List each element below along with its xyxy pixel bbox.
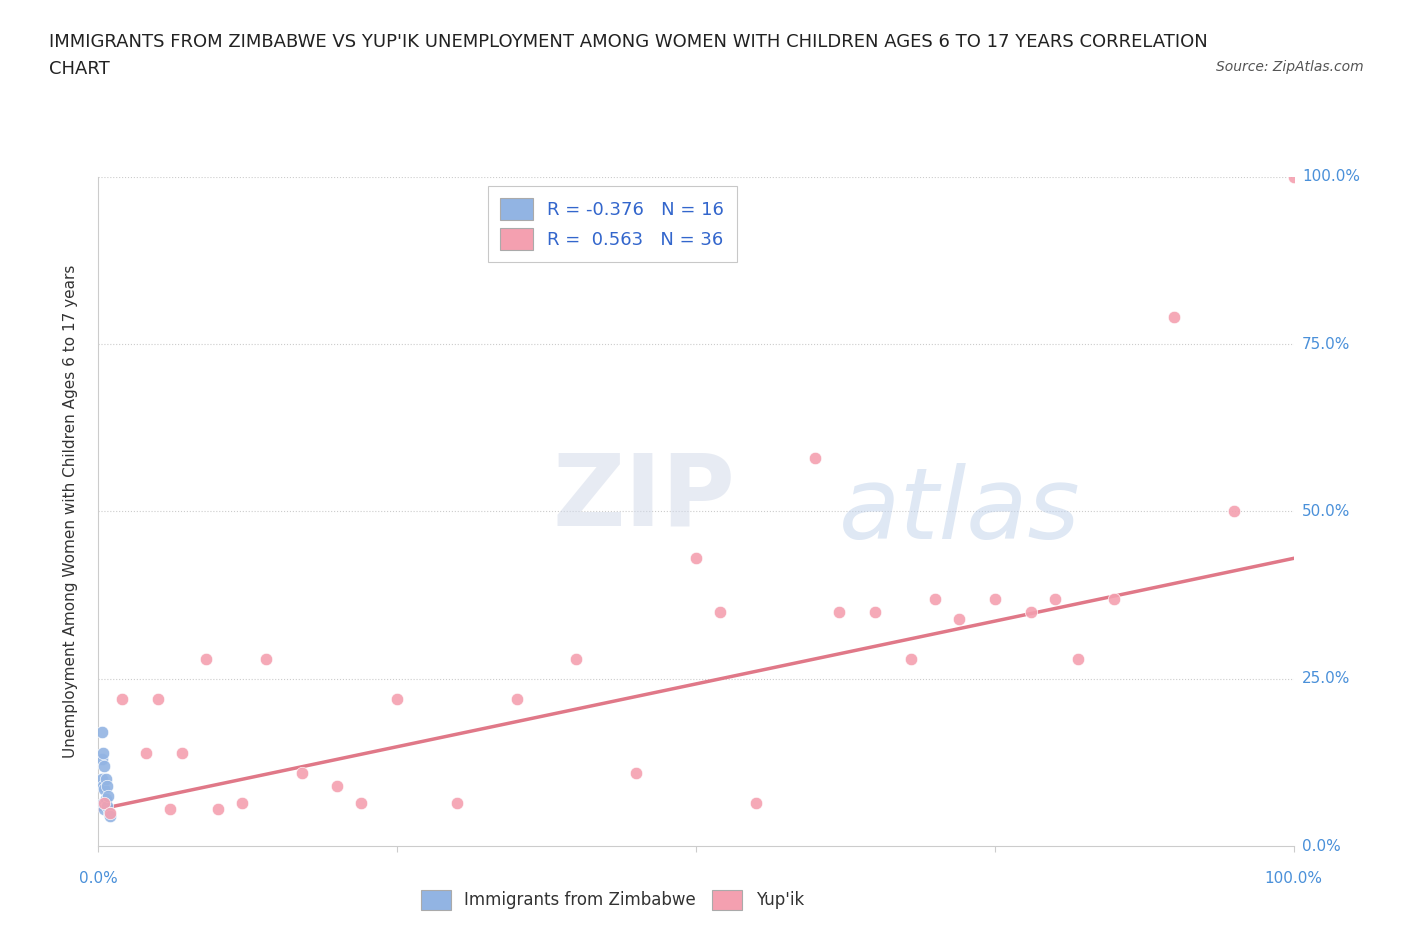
- Point: [93, 759, 115, 774]
- Point: [326, 778, 349, 793]
- Point: [91, 751, 114, 766]
- Point: [624, 765, 647, 780]
- Point: [94, 772, 117, 787]
- Text: 25.0%: 25.0%: [1302, 671, 1350, 686]
- Point: [159, 802, 181, 817]
- Point: [1102, 591, 1125, 606]
- Point: [148, 692, 170, 707]
- Text: 75.0%: 75.0%: [1302, 337, 1350, 352]
- Point: [506, 692, 529, 707]
- Point: [93, 802, 115, 817]
- Text: 50.0%: 50.0%: [1302, 504, 1350, 519]
- Point: [900, 651, 922, 666]
- Point: [94, 792, 117, 807]
- Point: [290, 765, 312, 780]
- Point: [948, 611, 970, 626]
- Point: [194, 651, 217, 666]
- Point: [1163, 310, 1185, 325]
- Point: [565, 651, 588, 666]
- Point: [1222, 504, 1246, 519]
- Point: [91, 772, 114, 787]
- Point: [685, 551, 707, 565]
- Point: [446, 795, 468, 810]
- Point: [1019, 604, 1042, 619]
- Point: [98, 805, 121, 820]
- Point: [93, 782, 115, 797]
- Point: [91, 795, 114, 810]
- Point: [350, 795, 373, 810]
- Point: [135, 745, 157, 760]
- Point: [231, 795, 253, 810]
- Point: [1282, 169, 1305, 184]
- Point: [93, 795, 115, 810]
- Legend: Immigrants from Zimbabwe, Yup'ik: Immigrants from Zimbabwe, Yup'ik: [412, 882, 813, 918]
- Point: [1043, 591, 1066, 606]
- Point: [98, 809, 122, 824]
- Text: 100.0%: 100.0%: [1302, 169, 1360, 184]
- Point: [96, 799, 118, 814]
- Point: [983, 591, 1005, 606]
- Point: [91, 725, 114, 740]
- Point: [254, 651, 277, 666]
- Point: [828, 604, 851, 619]
- Y-axis label: Unemployment Among Women with Children Ages 6 to 17 years: Unemployment Among Women with Children A…: [63, 265, 77, 758]
- Point: [1067, 651, 1090, 666]
- Point: [863, 604, 886, 619]
- Point: [91, 778, 114, 793]
- Point: [924, 591, 946, 606]
- Text: Source: ZipAtlas.com: Source: ZipAtlas.com: [1216, 60, 1364, 74]
- Point: [804, 450, 827, 465]
- Point: [96, 778, 118, 793]
- Point: [172, 745, 194, 760]
- Point: [385, 692, 409, 707]
- Point: [111, 692, 134, 707]
- Text: ZIP: ZIP: [553, 449, 735, 547]
- Text: IMMIGRANTS FROM ZIMBABWE VS YUP'IK UNEMPLOYMENT AMONG WOMEN WITH CHILDREN AGES 6: IMMIGRANTS FROM ZIMBABWE VS YUP'IK UNEMP…: [49, 33, 1208, 50]
- Text: CHART: CHART: [49, 60, 110, 78]
- Point: [98, 805, 122, 820]
- Text: 0.0%: 0.0%: [79, 871, 118, 886]
- Point: [745, 795, 768, 810]
- Text: 0.0%: 0.0%: [1302, 839, 1340, 854]
- Point: [91, 745, 114, 760]
- Point: [97, 789, 120, 804]
- Point: [709, 604, 731, 619]
- Text: 100.0%: 100.0%: [1264, 871, 1323, 886]
- Point: [207, 802, 229, 817]
- Text: atlas: atlas: [839, 463, 1081, 560]
